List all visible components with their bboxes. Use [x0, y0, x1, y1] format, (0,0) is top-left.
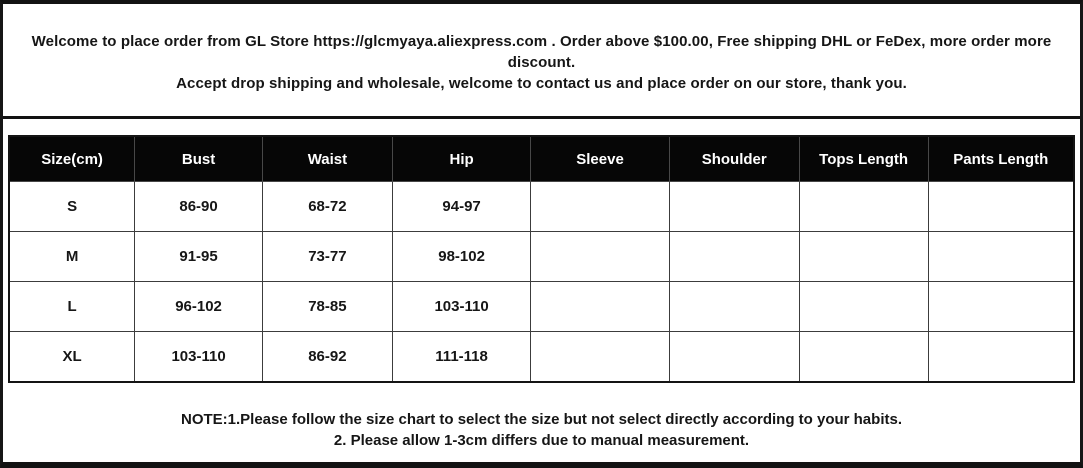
cell-bust: 86-90: [134, 181, 263, 232]
cell-tops-length: [798, 281, 929, 332]
table-row-m: M 91-95 73-77 98-102: [8, 231, 1075, 282]
cell-tops-length: [798, 181, 929, 232]
cell-bust: 103-110: [134, 331, 263, 383]
cell-tops-length: [798, 331, 929, 383]
welcome-banner: Welcome to place order from GL Store htt…: [3, 4, 1080, 119]
table-row-xl: XL 103-110 86-92 111-118: [8, 331, 1075, 383]
notes-section: NOTE:1.Please follow the size chart to s…: [3, 383, 1080, 468]
column-header-bust: Bust: [134, 135, 263, 182]
table-row-l: L 96-102 78-85 103-110: [8, 281, 1075, 332]
welcome-banner-line-1: Welcome to place order from GL Store htt…: [31, 33, 1052, 71]
cell-shoulder: [668, 231, 800, 282]
cell-sleeve: [530, 181, 670, 232]
cell-sleeve: [530, 281, 670, 332]
cell-hip: 103-110: [391, 281, 532, 332]
column-header-hip: Hip: [391, 135, 532, 182]
cell-bust: 96-102: [134, 281, 263, 332]
cell-size: L: [8, 281, 136, 332]
column-header-shoulder: Shoulder: [668, 135, 800, 182]
cell-shoulder: [668, 181, 800, 232]
column-header-waist: Waist: [261, 135, 393, 182]
cell-hip: 111-118: [391, 331, 532, 383]
cell-pants-length: [927, 181, 1075, 232]
cell-shoulder: [668, 331, 800, 383]
size-chart-table: Size(cm) Bust Waist Hip Sleeve Shoulder …: [8, 135, 1075, 383]
table-row-s: S 86-90 68-72 94-97: [8, 181, 1075, 232]
cell-waist: 73-77: [261, 231, 393, 282]
table-header-row: Size(cm) Bust Waist Hip Sleeve Shoulder …: [8, 135, 1075, 182]
column-header-size: Size(cm): [8, 135, 136, 182]
cell-hip: 94-97: [391, 181, 532, 232]
cell-waist: 86-92: [261, 331, 393, 383]
cell-size: XL: [8, 331, 136, 383]
spacer: [3, 119, 1080, 135]
cell-size: S: [8, 181, 136, 232]
cell-size: M: [8, 231, 136, 282]
cell-hip: 98-102: [391, 231, 532, 282]
note-line-1: NOTE:1.Please follow the size chart to s…: [180, 411, 902, 428]
welcome-banner-line-2: Accept drop shipping and wholesale, welc…: [176, 75, 907, 92]
note-line-2: 2. Please allow 1-3cm differs due to man…: [333, 432, 750, 449]
cell-sleeve: [530, 231, 670, 282]
cell-bust: 91-95: [134, 231, 263, 282]
cell-pants-length: [927, 331, 1075, 383]
column-header-sleeve: Sleeve: [530, 135, 670, 182]
cell-waist: 78-85: [261, 281, 393, 332]
cell-pants-length: [927, 231, 1075, 282]
column-header-pants-length: Pants Length: [927, 135, 1075, 182]
cell-tops-length: [798, 231, 929, 282]
column-header-tops-length: Tops Length: [798, 135, 929, 182]
cell-sleeve: [530, 331, 670, 383]
cell-pants-length: [927, 281, 1075, 332]
cell-waist: 68-72: [261, 181, 393, 232]
cell-shoulder: [668, 281, 800, 332]
note-line-3: 3.There is a little color differ between…: [3, 462, 1080, 468]
